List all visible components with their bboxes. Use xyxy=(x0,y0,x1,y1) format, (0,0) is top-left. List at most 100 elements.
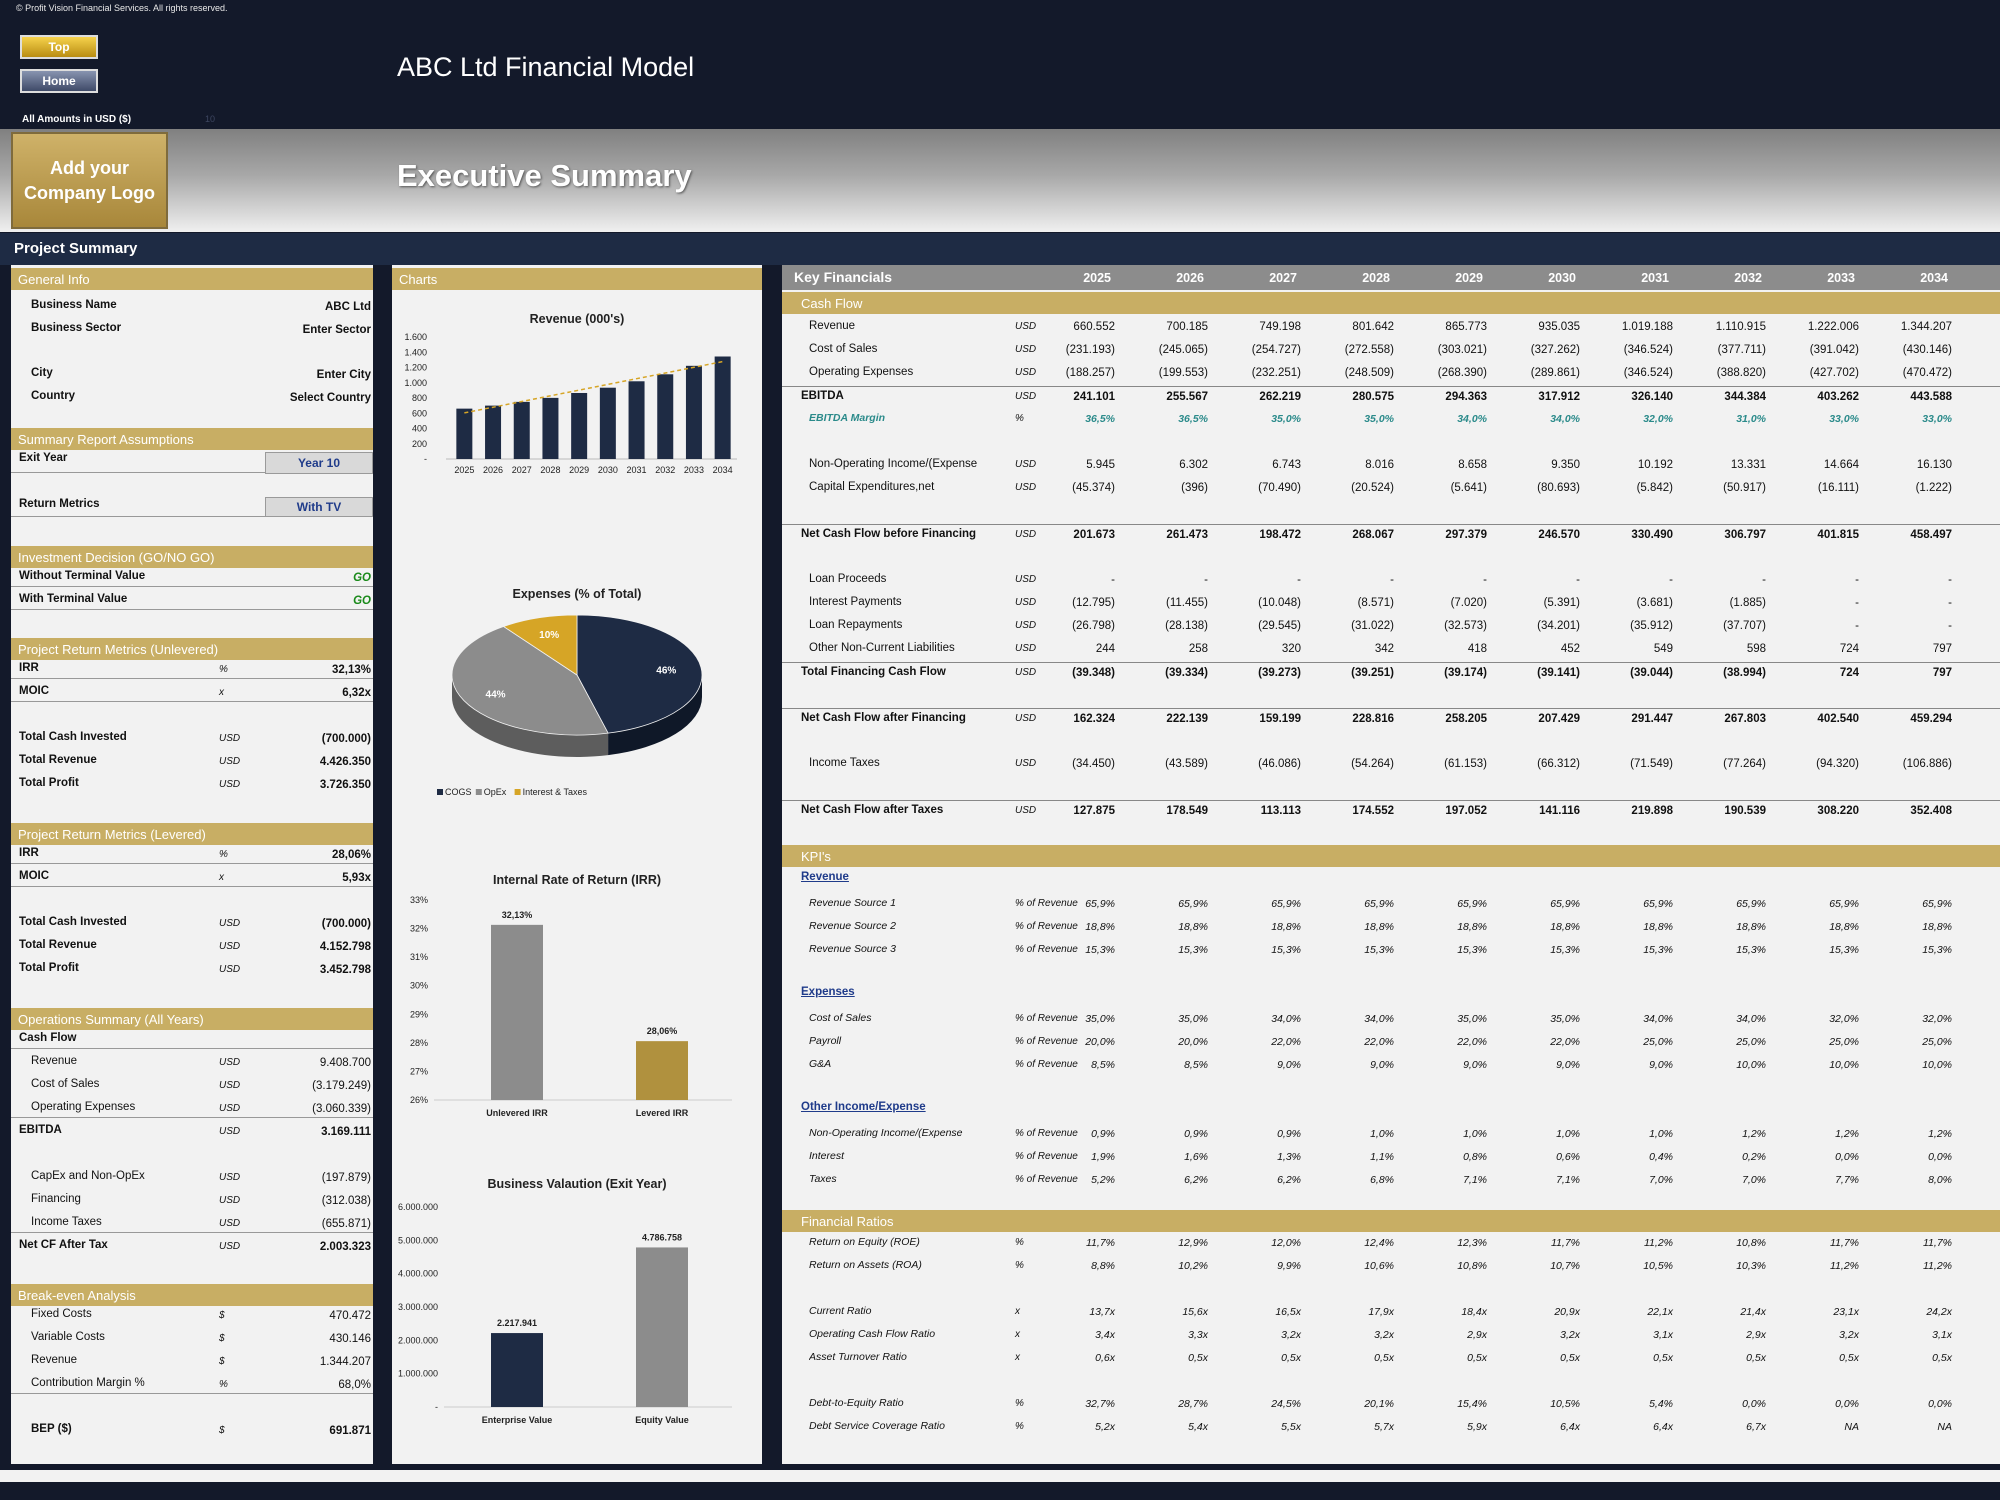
hidden-cell-value: 10 xyxy=(205,114,216,124)
revenue-y-tick: 600 xyxy=(412,408,427,418)
unlevered-metrics-row-unit: USD xyxy=(219,756,241,767)
unlevered-metrics-row-value: 32,13% xyxy=(331,664,371,676)
valuation-data-label: 4.786.758 xyxy=(642,1232,682,1242)
value-cell: (34.201) xyxy=(1537,620,1580,632)
company-logo-placeholder[interactable]: Add your Company Logo xyxy=(11,132,168,229)
value-cell: 9,0% xyxy=(1649,1059,1673,1071)
year-header: 2034 xyxy=(1920,271,1948,285)
kpi-other-row-unit: % of Revenue xyxy=(1015,1151,1078,1162)
value-cell: 0,6x xyxy=(1095,1352,1115,1364)
value-cell: 6,8% xyxy=(1370,1174,1394,1186)
operations-row-value: 3.169.111 xyxy=(321,1126,371,1138)
valuation-y-tick: 6.000.000 xyxy=(398,1202,438,1212)
revenue-y-tick: 400 xyxy=(412,424,427,434)
valuation-x-tick: Enterprise Value xyxy=(482,1415,553,1425)
revenue-x-tick: 2029 xyxy=(569,465,589,475)
kpis-header: KPI's xyxy=(782,845,2000,867)
irr-y-tick: 28% xyxy=(410,1038,428,1048)
revenue-bar xyxy=(571,392,588,459)
value-cell: 18,4x xyxy=(1461,1306,1487,1318)
cash-flow-row: Non-Operating Income/(Expense USD 5.945 6.3… xyxy=(782,455,2000,473)
value-cell: 268.067 xyxy=(1352,529,1394,541)
kpi-revenue-row-label: Revenue Source 2 xyxy=(809,920,896,932)
value-cell: 35,0% xyxy=(1178,1013,1208,1025)
operations-row: EBITDA USD 3.169.111 xyxy=(11,1123,373,1141)
value-cell: 0,0% xyxy=(1928,1151,1952,1163)
value-cell: 10,0% xyxy=(1829,1059,1859,1071)
value-cell: 8,5% xyxy=(1091,1059,1115,1071)
value-cell: 12,3% xyxy=(1457,1237,1487,1249)
value-cell: 10.192 xyxy=(1637,459,1673,471)
value-cell: 24,2x xyxy=(1926,1306,1952,1318)
value-cell: 23,1x xyxy=(1833,1306,1859,1318)
expenses-chart-title: Expenses (% of Total) xyxy=(512,587,642,601)
value-cell: 22,0% xyxy=(1457,1036,1487,1048)
value-cell: 10,3% xyxy=(1736,1260,1766,1272)
home-button[interactable]: Home xyxy=(20,69,98,93)
value-cell: 18,8% xyxy=(1736,921,1766,933)
operations-row: Operating Expenses USD (3.060.339) xyxy=(11,1100,373,1118)
levered-metrics-row-value: 5,93x xyxy=(342,872,371,884)
year-header: 2026 xyxy=(1176,271,1204,285)
value-cell: (45.374) xyxy=(1072,482,1115,494)
cash-flow-label-row: Cash Flow xyxy=(11,1031,373,1049)
value-cell: - xyxy=(1855,574,1859,586)
return-metrics-row: Return Metrics xyxy=(11,497,373,517)
value-cell: (254.727) xyxy=(1251,344,1301,356)
pie-legend-label: COGS xyxy=(445,787,472,797)
value-cell: 7,1% xyxy=(1463,1174,1487,1186)
value-cell: 280.575 xyxy=(1352,391,1394,403)
revenue-x-tick: 2027 xyxy=(512,465,532,475)
value-cell: 190.539 xyxy=(1724,805,1766,817)
revenue-x-tick: 2031 xyxy=(627,465,647,475)
value-cell: 244 xyxy=(1095,643,1115,655)
unlevered-metrics-row: MOIC x 6,32x xyxy=(11,684,373,702)
cash-flow-row-unit: USD xyxy=(1015,667,1037,678)
value-cell: 5,9x xyxy=(1467,1421,1487,1433)
value-cell: 7,7% xyxy=(1835,1174,1859,1186)
kpi-revenue-row: Revenue Source 1 % of Revenue 65,9% 65,9% 65… xyxy=(782,894,2000,912)
value-cell: 294.363 xyxy=(1445,391,1487,403)
value-cell: (34.450) xyxy=(1072,758,1115,770)
levered-metrics-row-unit: x xyxy=(219,872,224,883)
value-cell: (268.390) xyxy=(1437,367,1487,379)
pie-side xyxy=(452,675,702,757)
levered-metrics-row-unit: USD xyxy=(219,964,241,975)
cash-flow-row: Cost of Sales USD (231.193) (245.065) (254.7… xyxy=(782,340,2000,358)
general-info-header: General Info xyxy=(11,268,373,290)
kpi-other-row-unit: % of Revenue xyxy=(1015,1128,1078,1139)
cash-flow-row: Other Non-Current Liabilities USD 244 258 32… xyxy=(782,639,2000,657)
exit-year-select[interactable]: Year 10 xyxy=(265,452,373,474)
value-cell: 15,3% xyxy=(1922,944,1952,956)
kpi-revenue-subheader: Revenue xyxy=(801,871,849,883)
value-cell: 15,6x xyxy=(1182,1306,1208,1318)
pie-slice-label: 10% xyxy=(539,630,559,641)
top-button[interactable]: Top xyxy=(20,35,98,59)
revenue-x-tick: 2033 xyxy=(684,465,704,475)
value-cell: 402.540 xyxy=(1817,713,1859,725)
cash-flow-header: Cash Flow xyxy=(782,292,2000,314)
kpi-expenses-row-unit: % of Revenue xyxy=(1015,1013,1078,1024)
revenue-y-tick: 1.600 xyxy=(404,332,427,342)
return-metrics-select[interactable]: With TV xyxy=(265,497,373,517)
levered-metrics-row-label: Total Profit xyxy=(19,962,79,974)
value-cell: (28.138) xyxy=(1165,620,1208,632)
value-cell: 162.324 xyxy=(1073,713,1115,725)
value-cell: 7,0% xyxy=(1649,1174,1673,1186)
pie-legend-swatch xyxy=(437,789,443,795)
valuation-y-tick: 3.000.000 xyxy=(398,1302,438,1312)
value-cell: - xyxy=(1204,574,1208,586)
value-cell: 255.567 xyxy=(1166,391,1208,403)
value-cell: 10,2% xyxy=(1178,1260,1208,1272)
breakeven-row-label: Fixed Costs xyxy=(31,1308,92,1320)
value-cell: (29.545) xyxy=(1258,620,1301,632)
value-cell: 65,9% xyxy=(1550,898,1580,910)
value-cell: - xyxy=(1948,620,1952,632)
pie-legend-label: OpEx xyxy=(484,787,507,797)
value-cell: (77.264) xyxy=(1723,758,1766,770)
go-no-go-row: With Terminal Value GO xyxy=(11,592,373,610)
value-cell: (16.111) xyxy=(1817,482,1859,494)
value-cell: (199.553) xyxy=(1158,367,1208,379)
value-cell: (11.455) xyxy=(1166,597,1208,609)
value-cell: 0,9% xyxy=(1091,1128,1115,1140)
